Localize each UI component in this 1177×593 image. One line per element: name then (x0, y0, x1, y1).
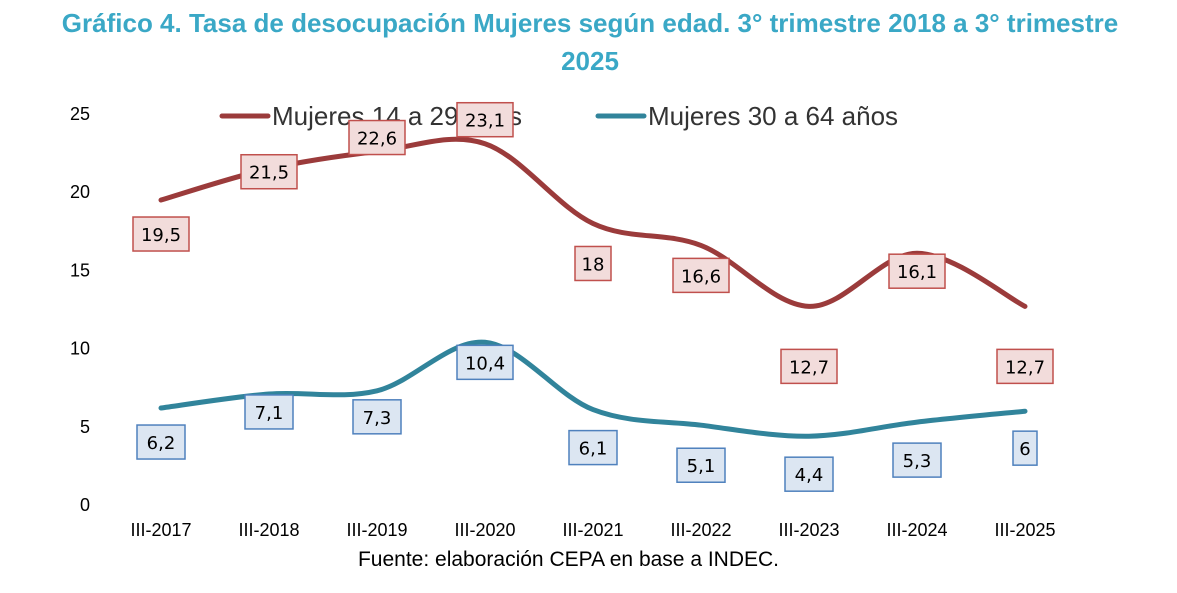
x-tick-label: III-2023 (778, 520, 839, 540)
data-label: 5,3 (892, 442, 942, 478)
data-label-text: 22,6 (357, 129, 397, 150)
y-tick-label: 25 (70, 104, 90, 124)
data-label-box (780, 348, 838, 385)
data-label: 19,5 (132, 216, 190, 252)
data-label-box (676, 447, 726, 483)
x-tick-label: III-2024 (886, 520, 947, 540)
data-label-box (348, 119, 406, 156)
data-label-text: 6,2 (147, 433, 176, 454)
data-label: 16,6 (672, 257, 730, 294)
data-label-box (784, 456, 834, 492)
x-tick-label: III-2025 (994, 520, 1055, 540)
data-label-box (244, 394, 294, 430)
data-label-text: 6 (1019, 439, 1030, 460)
data-label: 16,1 (888, 253, 946, 289)
data-label-text: 21,5 (249, 163, 289, 184)
data-label-box (136, 424, 186, 460)
data-label-text: 18 (582, 254, 605, 275)
data-label-text: 12,7 (789, 357, 829, 378)
data-label-box (892, 442, 942, 478)
legend-label: Mujeres 30 a 64 años (648, 101, 898, 131)
data-label: 7,3 (352, 399, 402, 435)
data-label-box (888, 253, 946, 289)
data-label-box (132, 216, 190, 252)
data-label: 6,2 (136, 424, 186, 460)
data-label-text: 6,1 (579, 439, 608, 460)
data-label: 21,5 (240, 153, 298, 190)
data-label: 18 (574, 245, 612, 282)
data-label-text: 5,3 (903, 451, 932, 472)
data-label: 6 (1012, 430, 1038, 466)
data-label-box (672, 257, 730, 294)
x-tick-label: III-2021 (562, 520, 623, 540)
data-label-box (574, 245, 612, 282)
data-label: 10,4 (456, 344, 514, 381)
data-label-box (1012, 430, 1038, 466)
data-label: 4,4 (784, 456, 834, 492)
y-axis: 0 5 10 15 20 25 (70, 104, 90, 515)
data-label: 6,1 (568, 429, 618, 466)
chart-title: Gráfico 4. Tasa de desocupación Mujeres … (61, 8, 1119, 76)
y-tick-label: 0 (80, 495, 90, 515)
y-tick-label: 15 (70, 260, 90, 280)
x-tick-label: III-2022 (670, 520, 731, 540)
data-label-text: 12,7 (1005, 357, 1045, 378)
data-label-text: 10,4 (465, 353, 505, 374)
data-label-text: 4,4 (795, 465, 824, 486)
data-label: 22,6 (348, 119, 406, 156)
data-label: 7,1 (244, 394, 294, 430)
data-label-text: 16,6 (681, 266, 721, 287)
data-label: 5,1 (676, 447, 726, 483)
x-tick-label: III-2020 (454, 520, 515, 540)
y-tick-label: 20 (70, 182, 90, 202)
data-label-box (568, 429, 618, 466)
y-tick-label: 5 (80, 417, 90, 437)
legend: Mujeres 14 a 29 años Mujeres 30 a 64 años (219, 101, 898, 131)
x-tick-label: III-2019 (346, 520, 407, 540)
x-tick-label: III-2018 (238, 520, 299, 540)
y-tick-label: 10 (70, 339, 90, 359)
data-label-box (996, 348, 1054, 385)
x-tick-label: III-2017 (130, 520, 191, 540)
data-label-text: 7,3 (363, 408, 392, 429)
source-note: Fuente: elaboración CEPA en base a INDEC… (357, 548, 779, 571)
data-label-text: 23,1 (465, 111, 505, 132)
data-label: 23,1 (456, 101, 514, 138)
legend-item-2: Mujeres 30 a 64 años (595, 101, 898, 131)
data-label: 12,7 (780, 348, 838, 385)
data-labels: 19,5 21,5 22,6 23,1 18 16,6 12,7 16,1 12,7 6,2 7,1… (132, 101, 1054, 492)
data-label-text: 7,1 (255, 403, 284, 424)
data-label-text: 5,1 (687, 456, 716, 477)
data-label-box (352, 399, 402, 435)
data-label-box (240, 153, 298, 190)
data-label-text: 19,5 (141, 225, 181, 246)
series-line-2 (158, 339, 1028, 439)
data-label-box (456, 101, 514, 138)
data-label-text: 16,1 (897, 262, 937, 283)
data-label: 12,7 (996, 348, 1054, 385)
data-label-box (456, 344, 514, 381)
x-axis: III-2017 III-2018 III-2019 III-2020 III-2021… (130, 520, 1055, 540)
